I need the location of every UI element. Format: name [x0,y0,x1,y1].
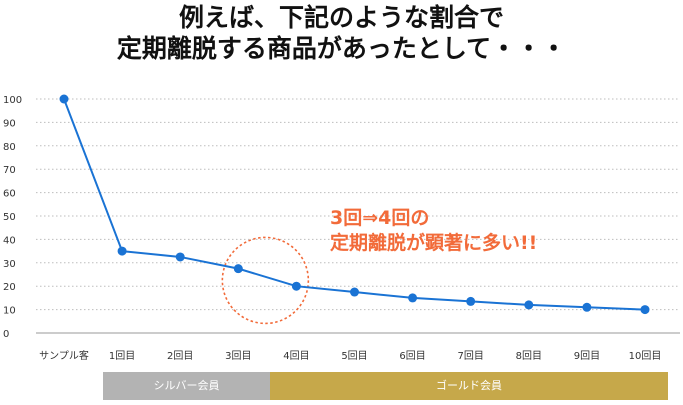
x-tick-label: 1回目 [109,350,135,362]
x-axis: サンプル客 1回目 2回目 3回目 4回目 5回目 6回目 7回目 8回目 9回目 10回目 [39,349,661,362]
data-point [524,300,534,310]
y-tick-label: 100 [3,95,22,106]
x-tick-label: 3回目 [225,350,251,362]
data-point [117,246,127,256]
x-tick-label: 6回目 [399,350,425,362]
y-tick-label: 0 [3,329,9,340]
annotation-line2: 定期離脱が顕著に多い!! [330,232,538,254]
y-tick-label: 10 [3,306,16,317]
data-point [582,302,592,312]
x-tick-label: 8回目 [516,350,542,362]
silver-member-band: シルバー会員 [103,372,270,400]
y-axis: 0 10 20 30 40 50 60 70 80 90 100 [3,95,22,340]
data-point [291,281,301,291]
y-tick-label: 80 [3,142,16,153]
data-point [175,252,185,262]
y-tick-label: 70 [3,165,16,176]
x-tick-label: 10回目 [629,350,662,362]
x-tick-label: 2回目 [167,350,193,362]
x-tick-label: 9回目 [574,350,600,362]
data-point [350,287,359,297]
chart-title-line2: 定期離脱する商品があったとして・・・ [116,34,567,63]
x-tick-label: 5回目 [341,350,367,362]
y-tick-label: 40 [3,235,16,246]
gridlines [36,98,680,334]
y-tick-label: 60 [3,189,16,200]
chart-title: 例えば、下記のような割合で 定期離脱する商品があったとして・・・ [0,2,683,64]
highlight [221,236,310,325]
series [59,94,650,315]
y-tick-label: 30 [3,259,16,270]
x-tick-label: 4回目 [283,350,309,362]
data-point [640,305,650,315]
y-tick-label: 20 [3,282,16,293]
data-point [466,296,476,306]
gold-member-band: ゴールド会員 [270,372,668,400]
highlight-circle [221,236,310,325]
data-point [59,94,69,104]
data-point [408,293,418,303]
chart-title-line1: 例えば、下記のような割合で [178,3,504,32]
x-tick-label: サンプル客 [39,349,89,362]
annotation-line1: 3回⇒4回の [330,207,430,229]
x-tick-label: 7回目 [458,350,484,362]
series-line [63,98,646,311]
data-point [233,264,243,274]
y-tick-label: 50 [3,212,16,223]
y-tick-label: 90 [3,118,16,129]
